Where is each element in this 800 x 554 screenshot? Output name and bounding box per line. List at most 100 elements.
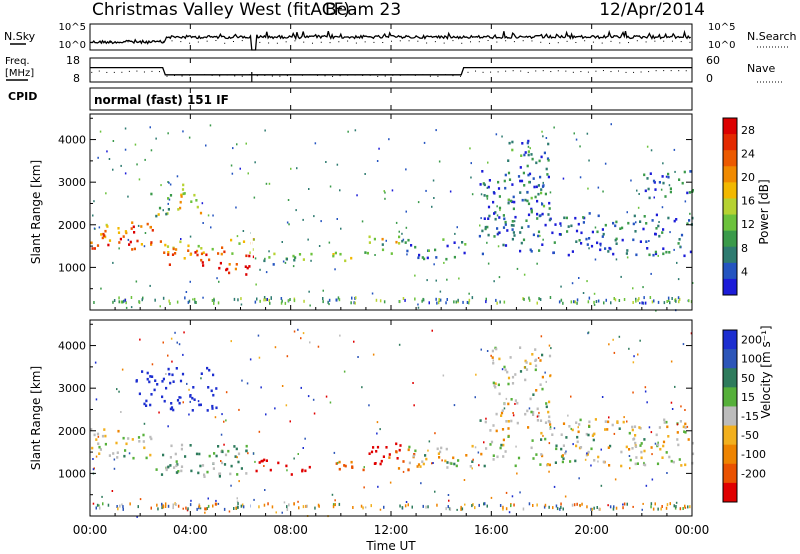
heatmap-cell — [179, 200, 182, 204]
ytick-label: 1000 — [58, 261, 86, 274]
heatmap-speckle — [165, 373, 167, 375]
heatmap-cell — [545, 405, 548, 409]
heatmap-ground — [288, 503, 290, 507]
heatmap-speckle — [378, 147, 380, 150]
heatmap-ground — [595, 300, 598, 303]
heatmap-ground — [614, 298, 617, 302]
heatmap-ground — [240, 504, 243, 508]
heatmap-cell — [607, 420, 610, 424]
heatmap-speckle — [192, 298, 194, 301]
heatmap-cell — [169, 456, 172, 459]
heatmap-cell — [494, 382, 497, 385]
heatmap-cell — [498, 392, 501, 396]
heatmap-ground — [242, 505, 245, 509]
heatmap-speckle — [486, 186, 489, 189]
nave-point — [377, 75, 379, 77]
heatmap-ground — [653, 299, 655, 303]
heatmap-cell — [546, 173, 549, 176]
heatmap-ground — [643, 296, 645, 300]
heatmap-speckle — [336, 461, 339, 464]
heatmap-cell — [675, 218, 678, 221]
heatmap-cell — [647, 187, 650, 191]
heatmap-cell — [662, 444, 665, 448]
heatmap-cell — [501, 428, 505, 431]
nsearch-point — [382, 42, 384, 44]
heatmap-cell — [492, 361, 495, 365]
heatmap-cell — [525, 219, 528, 222]
heatmap-ground — [510, 504, 512, 508]
heatmap-speckle — [655, 309, 657, 312]
heatmap-cell — [236, 473, 239, 476]
heatmap-speckle — [136, 163, 138, 166]
heatmap-cell — [666, 425, 669, 429]
heatmap-speckle — [93, 467, 95, 470]
heatmap-speckle — [176, 341, 178, 344]
heatmap-cell — [655, 433, 658, 437]
heatmap-cell — [511, 183, 514, 186]
heatmap-ground — [206, 507, 208, 510]
heatmap-speckle — [487, 262, 490, 265]
nave-point — [204, 74, 206, 76]
heatmap-speckle — [536, 262, 538, 265]
heatmap-ground — [161, 502, 163, 506]
heatmap-speckle — [629, 467, 631, 470]
heatmap-cell — [373, 237, 376, 241]
heatmap-speckle — [106, 150, 108, 153]
heatmap-cell — [510, 419, 513, 423]
colorbar-segment — [723, 230, 737, 248]
heatmap-ground — [223, 507, 226, 511]
heatmap-speckle — [501, 368, 504, 371]
heatmap-cell — [218, 472, 221, 476]
heatmap-cell — [526, 141, 529, 145]
heatmap-cell — [652, 253, 655, 257]
heatmap-ground — [483, 502, 485, 506]
heatmap-cell — [130, 227, 133, 230]
heatmap-speckle — [379, 508, 382, 511]
heatmap-ground — [538, 297, 540, 301]
heatmap-ground — [652, 507, 655, 511]
heatmap-cell — [495, 412, 498, 416]
nsearch-point — [241, 40, 243, 42]
nave-point — [158, 71, 160, 73]
nsearch-point — [496, 41, 498, 43]
heatmap-speckle — [391, 189, 394, 192]
heatmap-speckle — [475, 373, 477, 376]
heatmap-speckle — [169, 183, 172, 186]
nave-point — [189, 74, 191, 76]
heatmap-cell — [461, 241, 464, 244]
heatmap-cell — [593, 459, 596, 462]
heatmap-cell — [530, 153, 533, 156]
heatmap-ground — [129, 502, 131, 506]
heatmap-ground — [449, 507, 452, 511]
heatmap-speckle — [225, 391, 228, 394]
heatmap-cell — [653, 181, 656, 184]
heatmap-speckle — [441, 459, 443, 462]
heatmap-speckle — [662, 162, 664, 165]
heatmap-ground — [328, 298, 331, 302]
heatmap-cell — [101, 236, 104, 240]
heatmap-cell — [167, 251, 170, 254]
nave-point — [347, 74, 349, 76]
heatmap-cell — [503, 179, 506, 183]
heatmap-speckle — [235, 206, 237, 209]
heatmap-speckle — [127, 195, 129, 198]
heatmap-speckle — [134, 143, 137, 146]
heatmap-cell — [678, 458, 681, 461]
heatmap-cell — [145, 456, 148, 460]
heatmap-cell — [131, 221, 134, 224]
heatmap-speckle — [586, 132, 589, 135]
heatmap-speckle — [223, 443, 225, 446]
heatmap-speckle — [371, 292, 374, 295]
heatmap-ground — [502, 505, 504, 509]
heatmap-speckle — [304, 437, 306, 440]
heatmap-ground — [336, 298, 338, 302]
nsearch-point — [189, 42, 191, 44]
heatmap-ground — [471, 504, 473, 508]
heatmap-speckle — [189, 280, 191, 283]
heatmap-speckle — [434, 432, 436, 435]
heatmap-speckle — [442, 374, 445, 377]
heatmap-cell — [502, 226, 506, 229]
heatmap-speckle — [376, 421, 379, 424]
heatmap-cell — [683, 254, 686, 258]
colorbar-tick-label: 100 — [741, 353, 762, 366]
